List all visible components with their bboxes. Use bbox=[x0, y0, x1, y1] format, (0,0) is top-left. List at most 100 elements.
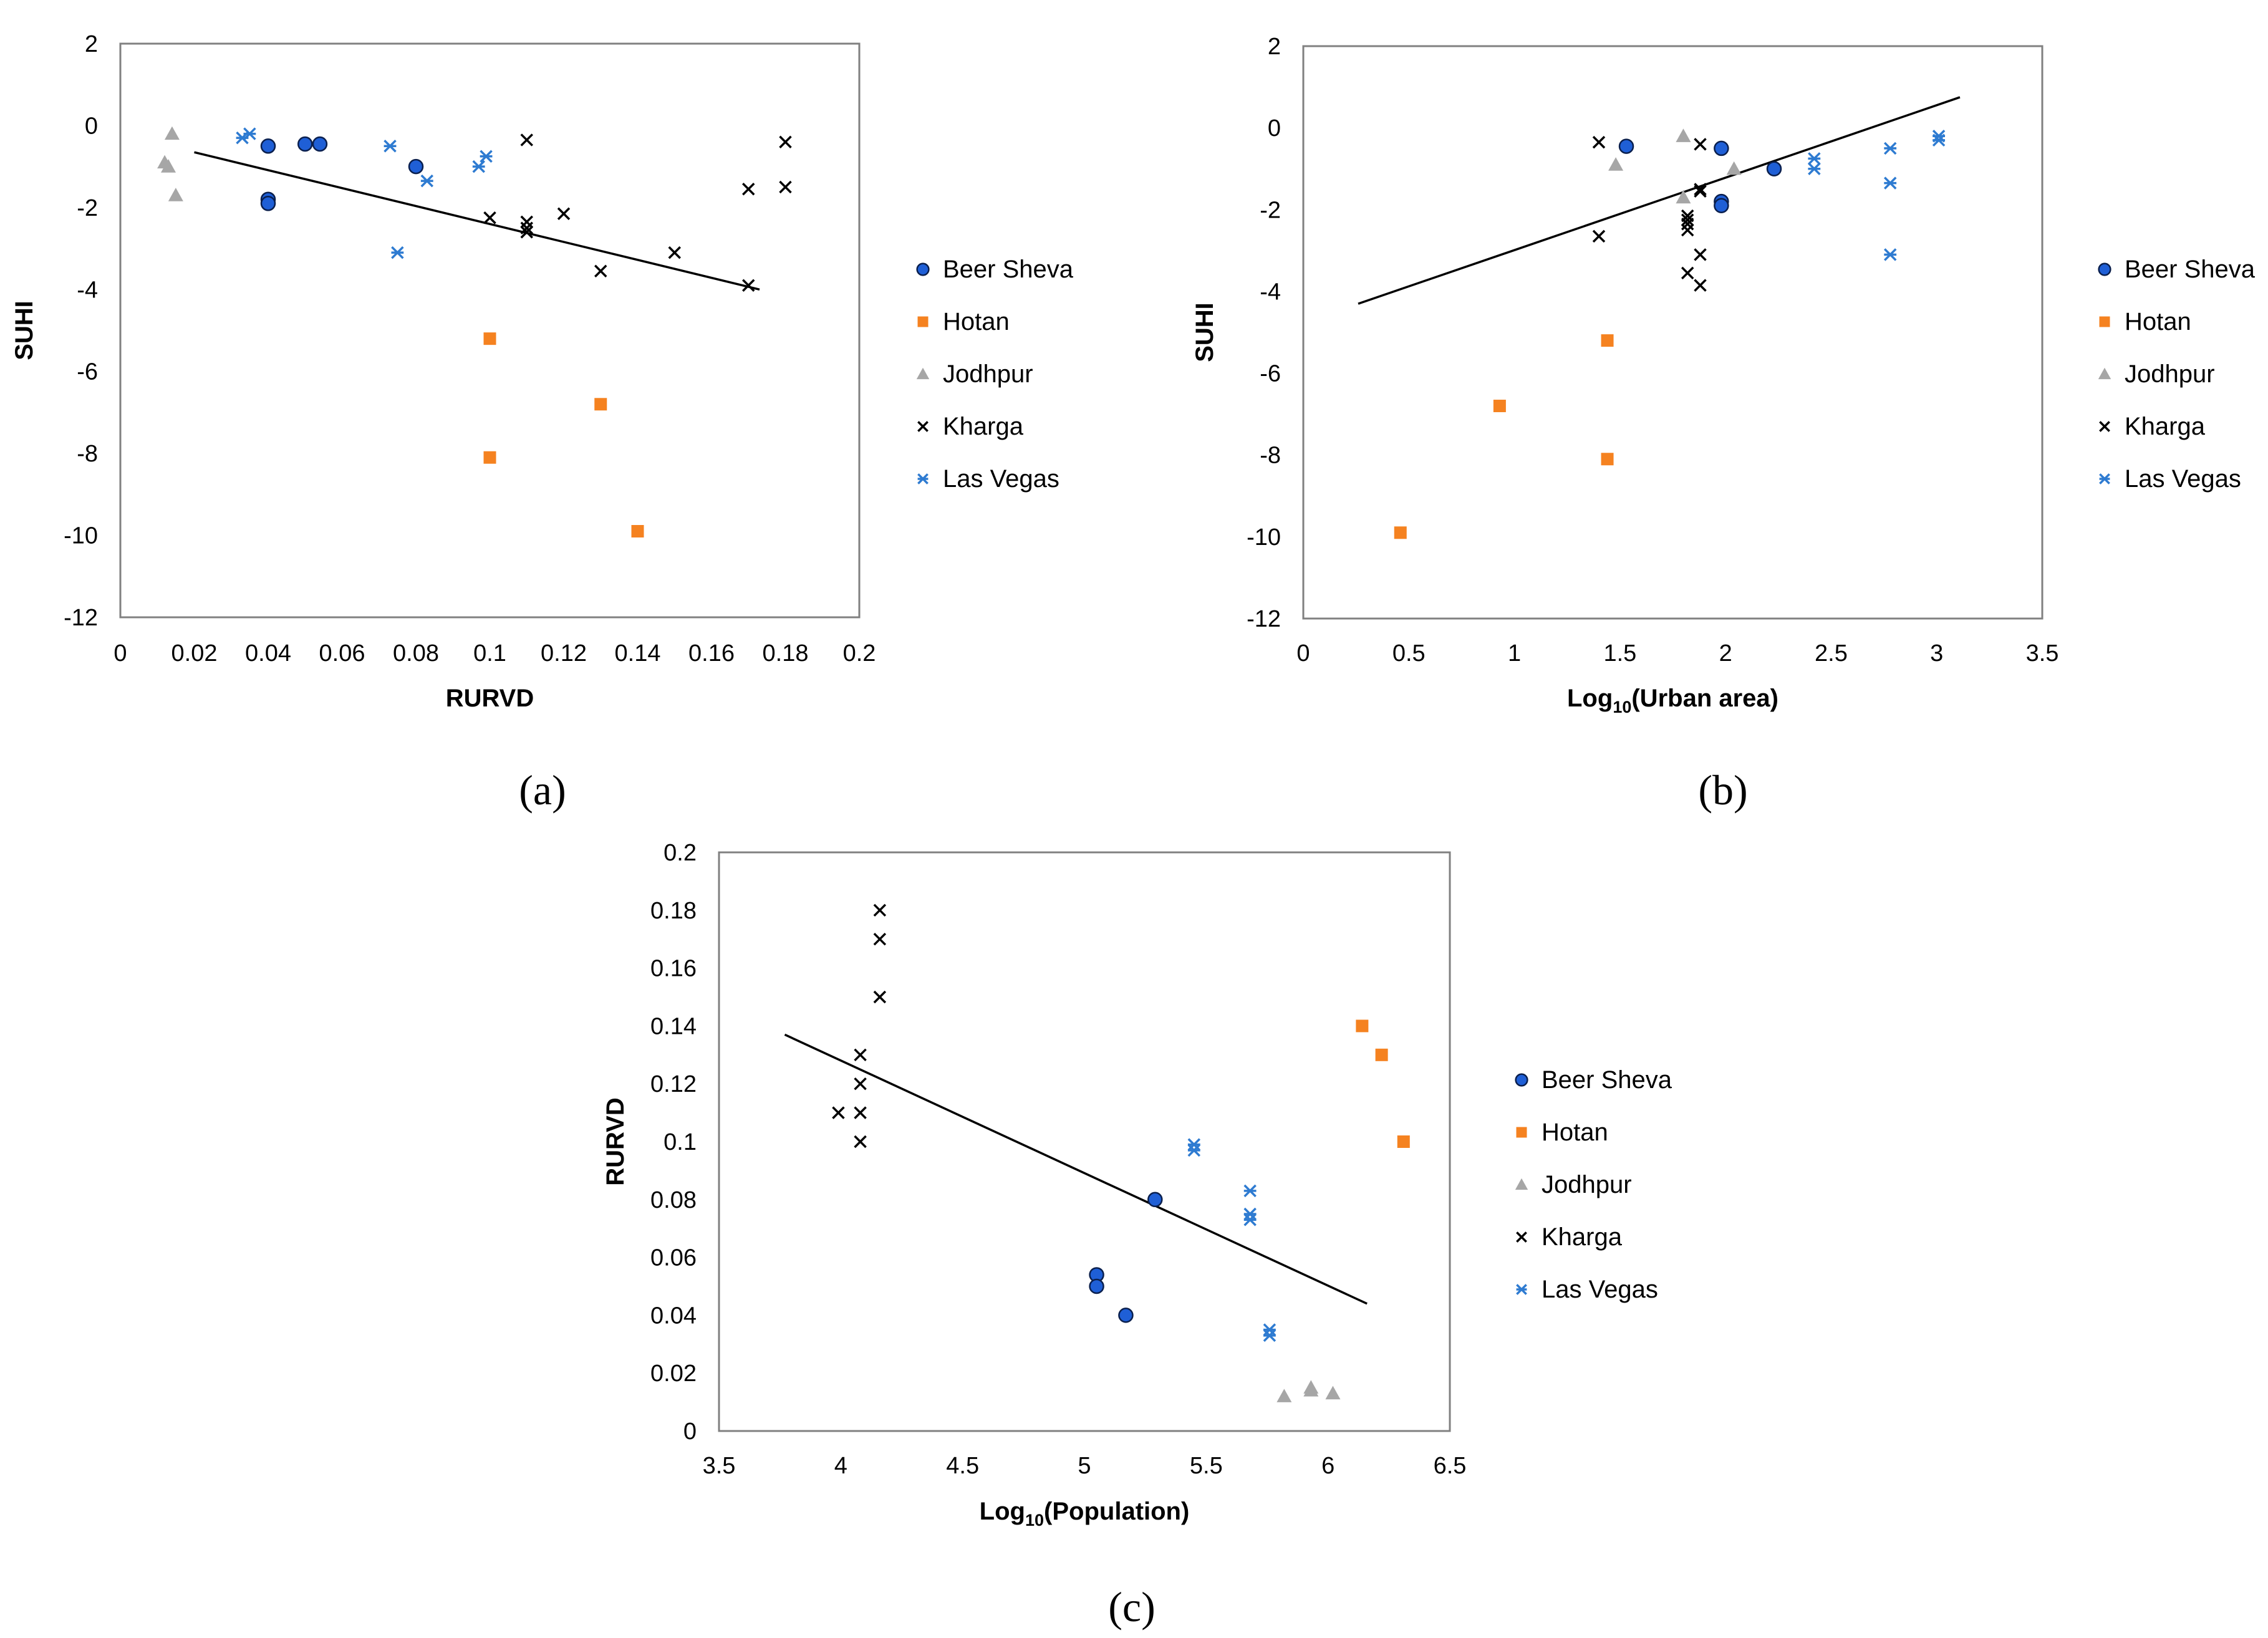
legend-marker bbox=[1515, 1178, 1528, 1190]
data-point bbox=[854, 1077, 867, 1091]
x-tick-label: 1 bbox=[1508, 640, 1521, 667]
data-point bbox=[384, 140, 397, 153]
data-point bbox=[420, 174, 434, 188]
y-tick-label: 0.12 bbox=[650, 1071, 697, 1097]
legend-marker bbox=[2099, 473, 2110, 484]
data-point bbox=[520, 133, 533, 147]
data-point bbox=[483, 451, 496, 464]
data-point bbox=[1375, 1048, 1388, 1061]
x-tick-label: 0.16 bbox=[688, 640, 735, 667]
series-kharga bbox=[1592, 135, 1707, 292]
chart-c: 0.2 0.18 0.16 0.14 0.12 0.1 0.08 0.06 0.04 0.02 03… bbox=[602, 840, 1672, 1631]
data-point bbox=[312, 136, 328, 152]
series-las-vegas bbox=[1187, 1138, 1276, 1342]
data-point bbox=[1694, 138, 1707, 151]
data-point bbox=[1681, 266, 1694, 280]
x-axis-label: RURVD bbox=[446, 685, 534, 712]
y-tick-label: 0.14 bbox=[650, 1013, 697, 1039]
data-point bbox=[483, 332, 496, 345]
x-tick-label: 0.14 bbox=[615, 640, 661, 667]
data-point bbox=[1303, 1380, 1319, 1394]
y-tick-label: 2 bbox=[85, 31, 98, 57]
x-tick-label: 2 bbox=[1719, 640, 1732, 667]
data-point bbox=[1694, 185, 1707, 198]
y-tick-label: -4 bbox=[77, 277, 98, 303]
legend-label: Jodhpur bbox=[1542, 1171, 1632, 1198]
data-point bbox=[1325, 1385, 1341, 1400]
y-tick-label: -8 bbox=[1260, 443, 1281, 469]
x-tick-label: 3 bbox=[1930, 640, 1943, 667]
x-tick-label: 0.18 bbox=[763, 640, 809, 667]
data-point bbox=[1601, 453, 1614, 466]
legend-label: Beer Sheva bbox=[943, 256, 1074, 283]
legend-label: Kharga bbox=[943, 413, 1024, 440]
panel-caption: (a) bbox=[519, 766, 566, 814]
x-tick-label: 1.5 bbox=[1603, 640, 1636, 667]
y-tick-label: 0.16 bbox=[650, 956, 697, 982]
legend-label: Hotan bbox=[1542, 1119, 1608, 1146]
legend-marker bbox=[2098, 263, 2111, 276]
data-point bbox=[520, 221, 533, 234]
data-point bbox=[1694, 183, 1707, 196]
legend-marker bbox=[1515, 1073, 1528, 1087]
data-point bbox=[483, 211, 496, 224]
x-tick-label: 0 bbox=[113, 640, 127, 667]
y-tick-label: 0.06 bbox=[650, 1245, 697, 1271]
data-point bbox=[1808, 162, 1821, 175]
x-tick-label: 2.5 bbox=[1815, 640, 1848, 667]
x-axis-label-sub: 10 bbox=[1025, 1511, 1044, 1530]
data-point bbox=[742, 279, 755, 292]
data-point bbox=[161, 159, 176, 173]
data-point bbox=[1601, 334, 1614, 347]
series-beer-sheva bbox=[1618, 138, 1782, 213]
data-point bbox=[1676, 190, 1691, 204]
x-tick-label: 3.5 bbox=[703, 1453, 736, 1479]
data-point bbox=[168, 188, 183, 201]
x-tick-label: 0 bbox=[1296, 640, 1310, 667]
series-hotan bbox=[1394, 334, 1614, 539]
x-tick-label: 0.02 bbox=[171, 640, 218, 667]
y-tick-label: -12 bbox=[64, 605, 98, 631]
y-tick-label: -12 bbox=[1247, 606, 1281, 632]
data-point bbox=[854, 1135, 867, 1149]
x-axis-label-rest: (Population) bbox=[1044, 1498, 1189, 1525]
y-tick-label: 0.08 bbox=[650, 1187, 697, 1213]
data-point bbox=[243, 127, 256, 140]
panel-caption: (b) bbox=[1698, 766, 1747, 814]
legend-label: Jodhpur bbox=[2125, 360, 2215, 388]
legend-label: Kharga bbox=[1542, 1223, 1623, 1251]
legend-marker bbox=[2099, 421, 2110, 432]
data-point bbox=[1932, 133, 1946, 147]
y-tick-label: 0 bbox=[85, 113, 98, 139]
series-jodhpur bbox=[157, 126, 183, 201]
series-beer-sheva bbox=[260, 136, 424, 211]
data-point bbox=[1493, 400, 1506, 413]
y-tick-label: 0.04 bbox=[650, 1303, 697, 1329]
legend: Beer Sheva Hotan Jodhpur Kharga Las Vegas bbox=[2098, 256, 2256, 493]
series-hotan bbox=[483, 332, 644, 537]
data-point bbox=[631, 525, 644, 537]
data-point bbox=[1714, 198, 1729, 213]
x-tick-label: 3.5 bbox=[2026, 640, 2059, 667]
x-tick-label: 5 bbox=[1078, 1453, 1091, 1479]
data-point bbox=[260, 196, 276, 211]
data-point bbox=[594, 264, 607, 277]
data-point bbox=[1592, 135, 1606, 149]
y-axis-label: RURVD bbox=[602, 1097, 629, 1186]
y-tick-label: -2 bbox=[77, 195, 98, 221]
series-kharga bbox=[483, 133, 792, 292]
plot-area bbox=[718, 851, 1451, 1432]
data-point bbox=[1883, 176, 1897, 190]
data-point bbox=[164, 126, 180, 140]
data-point bbox=[520, 226, 533, 239]
y-axis-label: SUHI bbox=[1191, 302, 1218, 362]
y-tick-label: -10 bbox=[1247, 524, 1281, 551]
data-point bbox=[1726, 161, 1742, 175]
data-point bbox=[1766, 161, 1782, 176]
legend-marker bbox=[917, 473, 929, 484]
x-axis-label: Log10(Population) bbox=[980, 1498, 1190, 1530]
chart-a: 2 0 -2 -4 -6 -8 -10 -12 0 0.02 0.04 0.06 0.08 0.1 0.12… bbox=[11, 31, 1074, 814]
legend-label: Hotan bbox=[2125, 308, 2191, 335]
data-point bbox=[854, 1106, 867, 1119]
series-jodhpur bbox=[1608, 128, 1742, 204]
